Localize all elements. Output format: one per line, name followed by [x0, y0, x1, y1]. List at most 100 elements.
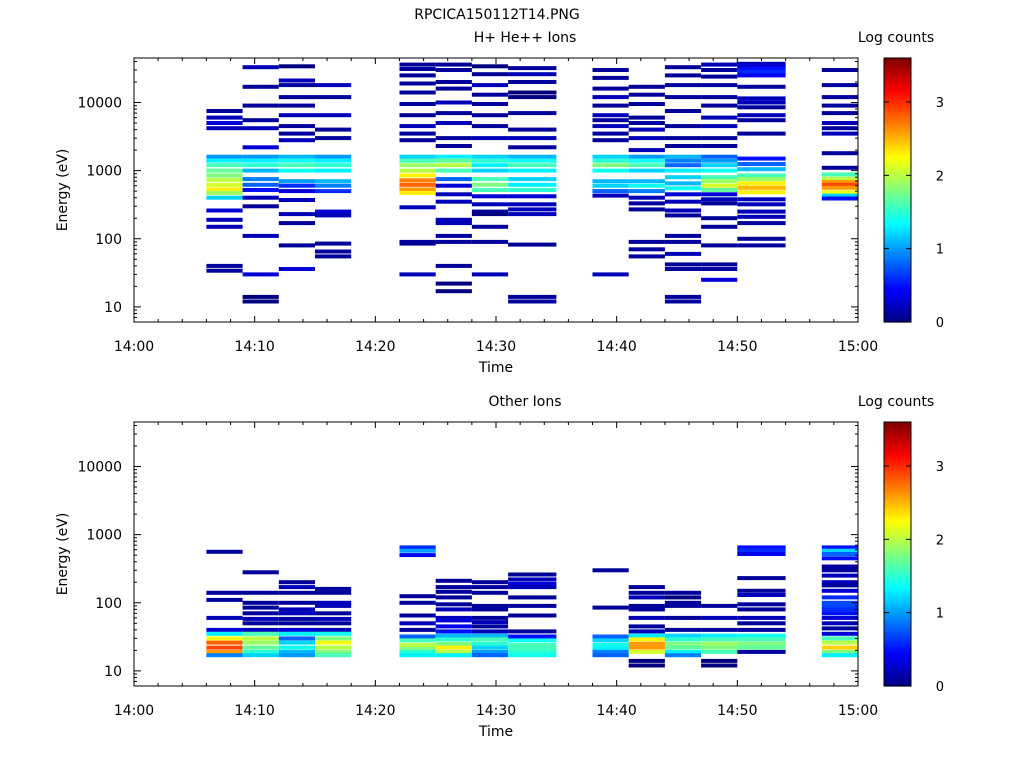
heatmap-cell [737, 627, 786, 632]
heatmap-cell [206, 191, 243, 195]
heatmap-cell [399, 634, 436, 639]
heatmap-cell [278, 124, 315, 129]
heatmap-cell [399, 163, 436, 168]
heatmap-cell [508, 145, 557, 150]
heatmap-cell [701, 637, 738, 642]
colorbar-segment [884, 483, 911, 487]
heatmap-cell [737, 214, 786, 219]
heatmap-cell [664, 603, 702, 608]
heatmap-cell [315, 136, 352, 141]
heatmap-cell [701, 197, 738, 202]
heatmap-cell [471, 202, 509, 207]
colorbar-segment [884, 253, 911, 257]
heatmap-cell [821, 611, 858, 616]
x-tick-label: 15:00 [838, 339, 878, 355]
colorbar-tick-label: 1 [936, 607, 944, 622]
heatmap-cell [315, 603, 352, 608]
colorbar-segment [884, 510, 911, 513]
heatmap-cell [701, 277, 738, 282]
colorbar-segment [884, 525, 911, 529]
colorbar-segment [884, 293, 911, 297]
heatmap-cell [737, 185, 786, 190]
colorbar-segment [884, 554, 911, 557]
colorbar-segment [884, 267, 911, 270]
heatmap-cell [471, 64, 509, 69]
colorbar-segment [884, 141, 911, 145]
heatmap-cell [821, 603, 858, 608]
heatmap-cell [737, 67, 786, 71]
heatmap-cell [315, 254, 352, 259]
heatmap-cell [471, 624, 509, 629]
heatmap-cell [435, 62, 472, 67]
heatmap-cells [206, 61, 858, 304]
heatmap-cell [821, 573, 858, 578]
heatmap-cell [628, 649, 665, 654]
heatmap-cell [664, 595, 702, 600]
heatmap-cell [242, 590, 279, 595]
colorbar-segment [884, 481, 911, 485]
heatmap-cell [737, 118, 786, 123]
y-axis-label: Energy (eV) [55, 513, 71, 596]
heatmap-cell [435, 624, 472, 629]
heatmap-cell [399, 241, 436, 246]
colorbar-segment [884, 302, 911, 305]
heatmap-cell [471, 83, 509, 88]
heatmap-cell [435, 233, 472, 238]
colorbar-segment [884, 216, 911, 220]
colorbar-segment [884, 494, 911, 498]
heatmap-cell [206, 158, 243, 163]
heatmap-cell [435, 585, 472, 590]
heatmap-cell [628, 121, 665, 125]
colorbar-segment [884, 518, 911, 522]
heatmap-cell [628, 637, 665, 642]
colorbar-segment [884, 88, 911, 92]
colorbar-segment [884, 62, 911, 66]
y-tick-label: 10 [104, 664, 122, 680]
heatmap-cell [471, 182, 509, 187]
colorbar-segment [884, 95, 911, 99]
heatmap-cell [592, 118, 629, 123]
heatmap-cell [399, 90, 436, 95]
colorbar-segment [884, 448, 911, 452]
colorbar-segment [884, 106, 911, 110]
heatmap-cell [737, 649, 786, 654]
heatmap-cell [592, 163, 629, 168]
colorbar-segment [884, 532, 911, 535]
heatmap-cell [664, 262, 702, 267]
heatmap-cell [242, 570, 279, 575]
colorbar-segment [884, 187, 911, 191]
heatmap-cell [628, 658, 665, 663]
heatmap-cell [628, 663, 665, 668]
heatmap-cell [242, 640, 279, 645]
colorbar-segment [884, 168, 911, 171]
colorbar-label: Log counts [858, 30, 934, 46]
heatmap-cell [508, 585, 557, 590]
x-tick-label: 15:00 [838, 703, 878, 719]
heatmap-cell [315, 611, 352, 616]
heatmap-cell [508, 72, 557, 77]
heatmap-cell [471, 239, 509, 244]
colorbar-segment [884, 157, 911, 160]
heatmap-cell [592, 124, 629, 129]
colorbar-segment [884, 284, 911, 288]
colorbar-segment [884, 220, 911, 224]
heatmap-cell [471, 615, 509, 620]
colorbar-segment [884, 512, 911, 515]
y-tick-label: 10000 [77, 460, 122, 476]
heatmap-cell [664, 645, 702, 650]
heatmap-cell [315, 241, 352, 246]
colorbar-segment [884, 66, 911, 70]
heatmap-cell [737, 236, 786, 241]
heatmap-cell [435, 68, 472, 72]
heatmap-cell [628, 154, 665, 159]
heatmap-cell [821, 636, 858, 641]
heatmap-cell [664, 158, 702, 163]
heatmap-cell [471, 158, 509, 163]
heatmap-cell [435, 281, 472, 286]
heatmap-cell [592, 95, 629, 100]
colorbar-segment [884, 183, 911, 187]
colorbar-segment [884, 102, 911, 105]
colorbar-segment [884, 196, 911, 200]
heatmap-cell [206, 187, 243, 192]
panel-title: Other Ions [488, 394, 561, 410]
